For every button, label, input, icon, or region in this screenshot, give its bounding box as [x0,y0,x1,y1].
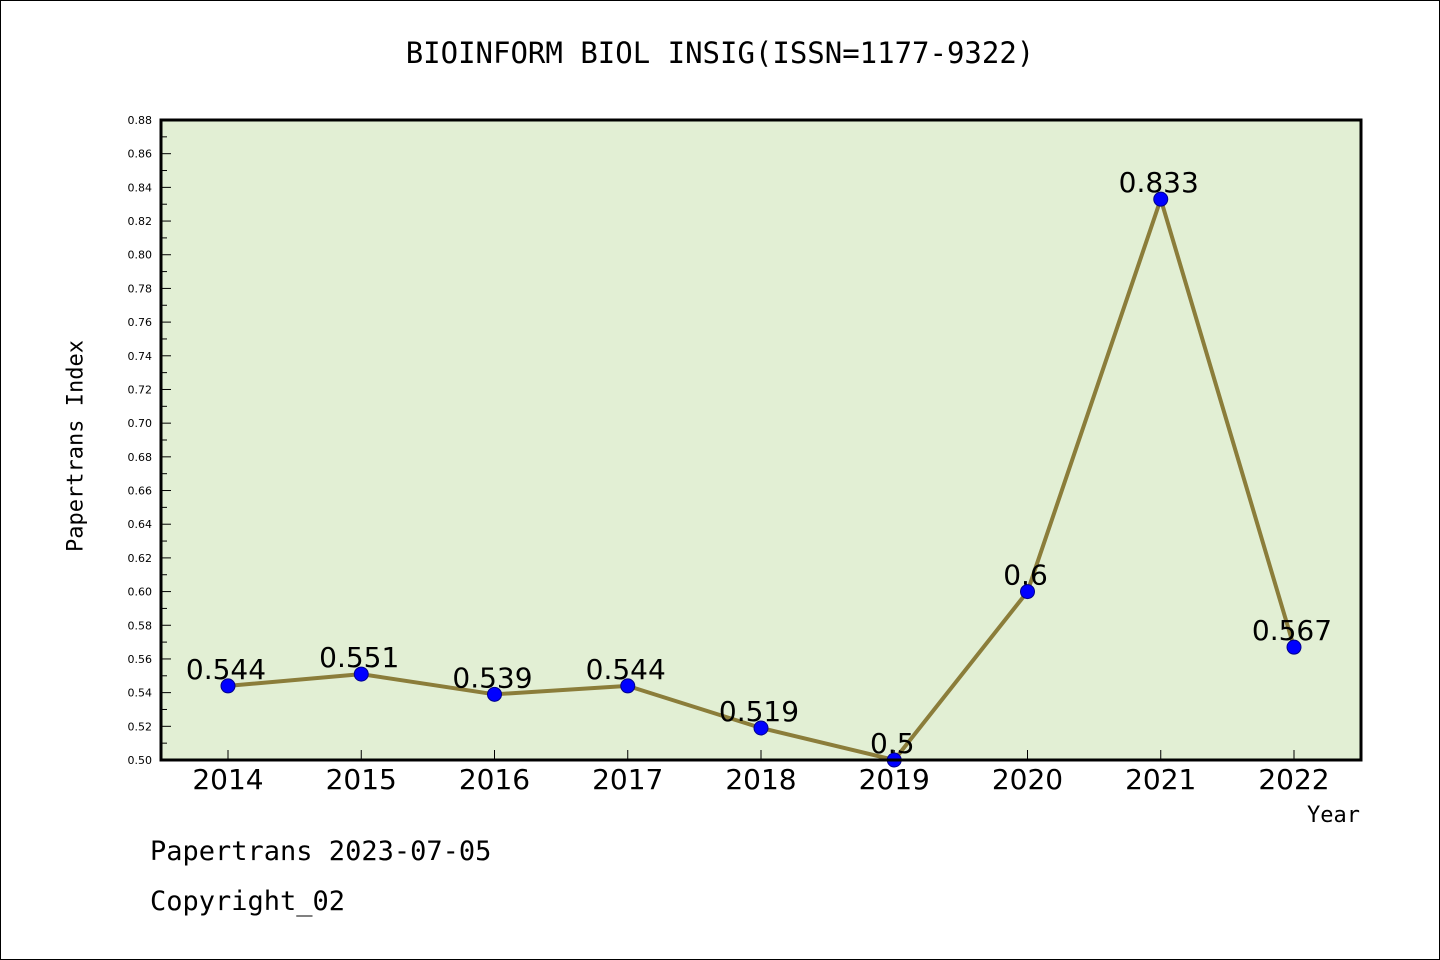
y-tick-label: 0.88 [128,114,153,127]
y-axis: 0.50 0.52 0.54 0.56 0.58 0.60 0.62 0.64 0.66 0.68… [128,114,171,767]
data-point [753,720,769,736]
y-axis-label: Papertrans Index [63,340,89,552]
y-tick-label: 0.54 [128,687,153,700]
y-tick-label: 0.84 [128,181,153,194]
y-tick-label: 0.52 [128,720,153,733]
y-tick-label: 0.80 [128,249,153,262]
x-tick-label: 2019 [859,763,930,796]
y-tick-label: 0.62 [128,552,153,565]
footer-date: Papertrans 2023-07-05 [150,836,492,867]
data-point [1153,191,1169,207]
y-tick-label: 0.58 [128,619,153,632]
x-tick-label: 2020 [992,763,1063,796]
footer-copyright: Copyright_02 [150,886,346,917]
data-point [620,678,636,694]
marker-group [220,191,1302,768]
data-label: 0.539 [452,661,532,694]
chart-title: BIOINFORM BIOL INSIG(ISSN=1177-9322) [405,36,1035,70]
data-label: 0.833 [1119,166,1199,199]
data-point [487,686,502,702]
y-tick-label: 0.66 [128,485,153,498]
y-tick-label: 0.70 [128,417,153,430]
data-label: 0.551 [319,641,399,674]
x-tick-label: 2017 [592,763,663,796]
x-tick-label: 2014 [192,763,263,796]
data-point [220,678,236,694]
data-label: 0.567 [1252,614,1332,647]
y-tick-label: 0.56 [128,653,153,666]
plot-border [159,118,1363,762]
data-point [1020,584,1035,600]
y-tick-label: 0.74 [128,350,153,363]
x-tick-label: 2021 [1125,763,1196,796]
y-tick-label: 0.82 [128,215,153,228]
y-tick-label: 0.68 [128,451,153,464]
data-point [1286,639,1302,655]
y-tick-label: 0.60 [128,586,153,599]
data-label: 0.544 [586,653,666,686]
data-label: 0.5 [870,727,915,760]
y-tick-label: 0.64 [128,518,153,531]
x-axis: 2014 2015 2016 2017 2018 2019 2020 2021 2022 [192,750,1330,796]
data-label-group: 0.544 0.551 0.539 0.544 0.519 0.5 0.6 0.833 0.56… [186,166,1332,760]
y-tick-label: 0.76 [128,316,153,329]
y-tick-label: 0.72 [128,383,153,396]
x-tick-label: 2018 [725,763,796,796]
y-tick-label: 0.86 [128,148,153,161]
data-point [353,666,369,682]
y-tick-label: 0.50 [128,754,153,767]
x-tick-label: 2015 [326,763,397,796]
x-tick-label: 2022 [1258,763,1329,796]
data-label: 0.6 [1003,559,1048,592]
plot-area [161,120,1361,760]
y-tick-label: 0.78 [128,282,153,295]
x-axis-label: Year [1307,803,1360,828]
data-label: 0.544 [186,653,266,686]
data-label: 0.519 [719,695,799,728]
x-tick-label: 2016 [459,763,530,796]
